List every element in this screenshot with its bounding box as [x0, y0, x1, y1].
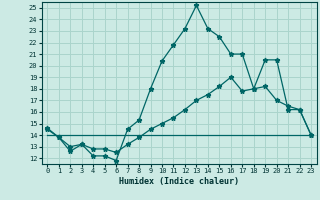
X-axis label: Humidex (Indice chaleur): Humidex (Indice chaleur): [119, 177, 239, 186]
